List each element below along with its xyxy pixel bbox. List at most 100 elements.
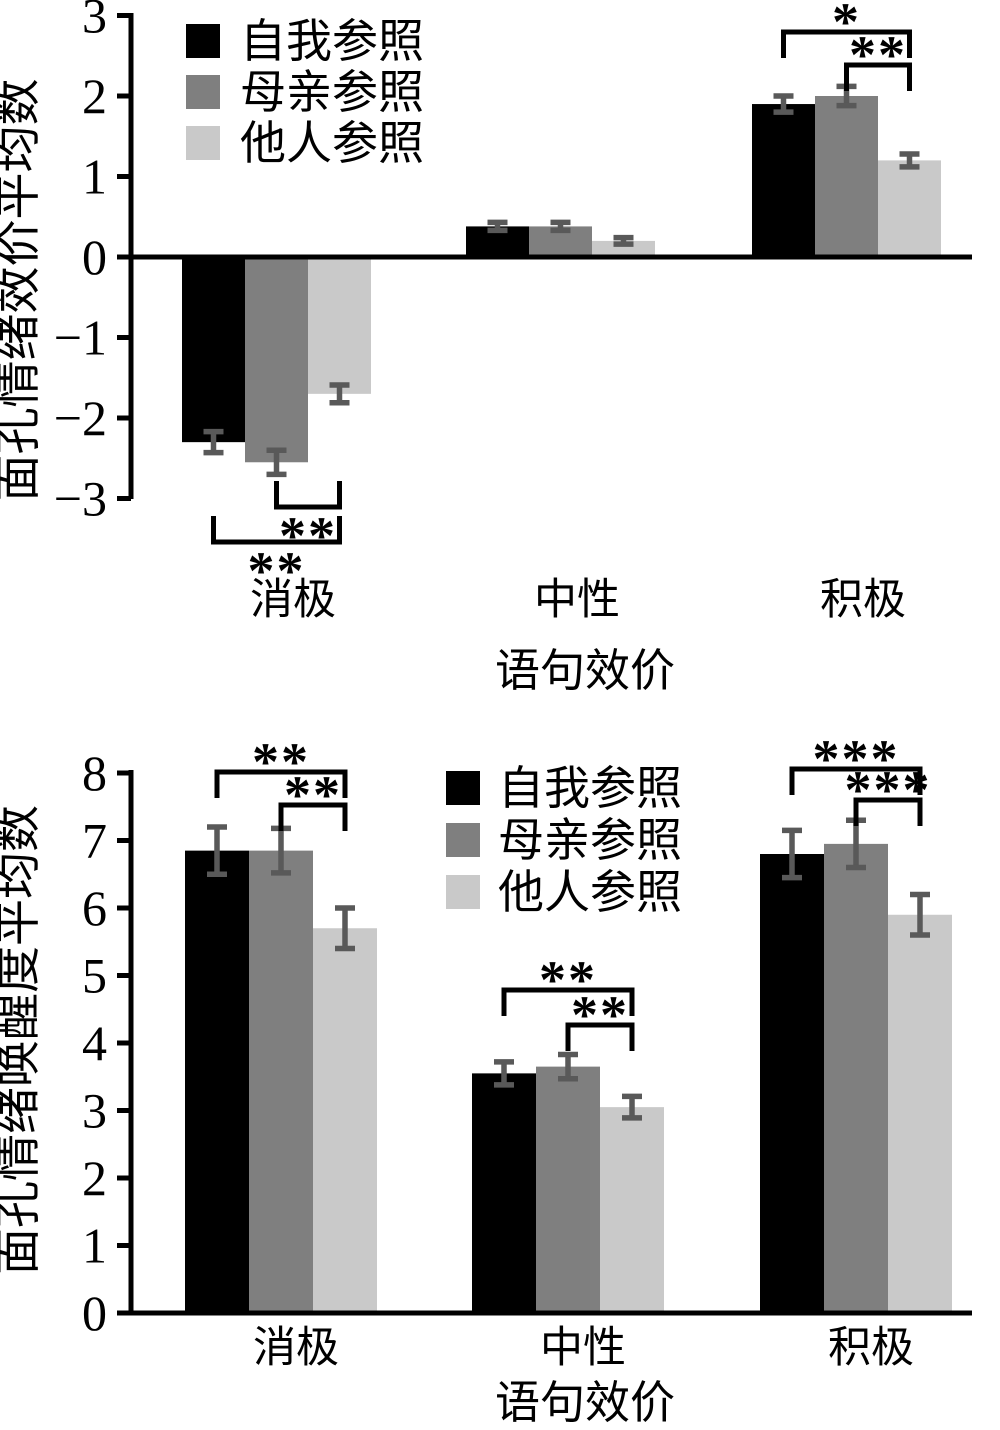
legend-item: 母亲参照: [186, 67, 424, 118]
legend-swatch: [186, 126, 220, 160]
error-bar: [266, 447, 287, 478]
y-tick-label: 0: [82, 229, 107, 285]
bar-母亲参照-积极: [824, 843, 888, 1313]
x-axis-title: 语句效价: [495, 646, 675, 696]
y-tick-label: 2: [82, 68, 107, 124]
y-tick-label: 3: [82, 1083, 107, 1139]
error-bar: [494, 1059, 514, 1088]
error-bar: [558, 1051, 578, 1082]
y-tick-label: 6: [82, 880, 107, 936]
bar-自我参照-中性: [472, 1073, 536, 1313]
bar-自我参照-消极: [182, 257, 245, 443]
legend-label: 自我参照: [498, 763, 682, 814]
legend-swatch: [446, 771, 480, 805]
bar-他人参照-消极: [308, 257, 371, 394]
significance-bracket: [789, 766, 923, 795]
y-tick-label: 0: [82, 1285, 107, 1341]
significance-bracket: [781, 29, 912, 58]
error-bar: [335, 905, 355, 952]
significance-stars: ***: [845, 760, 932, 820]
error-bar: [487, 219, 508, 234]
legend-swatch: [186, 24, 220, 58]
significance-stars: ***: [813, 729, 900, 789]
error-bar: [773, 93, 794, 115]
y-tick-label: 5: [82, 948, 107, 1004]
bar-母亲参照-消极: [245, 257, 308, 463]
y-tick-label: 4: [82, 1015, 107, 1071]
significance-stars: **: [252, 732, 310, 792]
significance-stars: **: [849, 25, 907, 85]
x-axis-title: 语句效价: [495, 1378, 675, 1428]
legend-item: 他人参照: [186, 118, 424, 169]
bar-自我参照-积极: [752, 104, 815, 257]
error-bar: [910, 891, 930, 938]
significance-stars: **: [539, 950, 597, 1010]
bar-母亲参照-积极: [815, 96, 878, 257]
x-category-label: 消极: [253, 1325, 339, 1372]
error-bar: [622, 1093, 642, 1121]
y-tick-label: 2: [82, 1150, 107, 1206]
legend-label: 母亲参照: [240, 67, 424, 118]
legend-label: 母亲参照: [498, 815, 682, 866]
significance-bracket: [278, 802, 348, 831]
x-category-label: 中性: [534, 577, 620, 624]
bar-母亲参照-中性: [536, 1066, 600, 1313]
significance-bracket: [844, 62, 912, 91]
legend-swatch: [446, 875, 480, 909]
bar-他人参照-中性: [592, 240, 655, 257]
y-axis-title: 面孔情绪效价平均数: [0, 79, 45, 502]
y-tick-label: −1: [54, 310, 107, 366]
error-bar: [782, 827, 802, 881]
y-tick-label: −2: [54, 390, 107, 446]
x-category-label: 消极: [250, 577, 336, 624]
significance-bracket: [211, 516, 342, 545]
legend-label: 他人参照: [498, 867, 682, 918]
error-bar: [329, 382, 350, 406]
bar-他人参照-消极: [313, 928, 377, 1313]
legend-swatch: [186, 75, 220, 109]
y-axis: [117, 13, 134, 501]
error-bar: [613, 234, 634, 247]
legend-item: 自我参照: [186, 16, 424, 67]
bar-他人参照-积极: [878, 160, 941, 257]
significance-bracket: [501, 987, 635, 1016]
legend-item: 母亲参照: [446, 815, 682, 866]
x-category-label: 中性: [540, 1325, 626, 1372]
y-tick-label: 8: [82, 745, 107, 801]
significance-stars: **: [571, 985, 629, 1045]
significance-bracket: [274, 481, 342, 510]
legend-swatch: [446, 823, 480, 857]
error-bar: [550, 219, 571, 234]
bar-自我参照-消极: [185, 850, 249, 1313]
significance-bracket: [853, 797, 923, 826]
x-category-label: 积极: [828, 1325, 914, 1372]
y-tick-label: 1: [82, 149, 107, 205]
y-axis: [117, 770, 134, 1316]
bar-他人参照-中性: [600, 1107, 664, 1313]
error-bar: [207, 824, 227, 877]
legend-item: 自我参照: [446, 763, 682, 814]
y-tick-label: 1: [82, 1218, 107, 1274]
significance-bracket: [565, 1022, 635, 1051]
error-bar: [899, 151, 920, 170]
legend-label: 自我参照: [240, 16, 424, 67]
bar-母亲参照-消极: [249, 850, 313, 1313]
significance-stars: *: [832, 0, 861, 52]
y-tick-label: −3: [54, 471, 107, 527]
bar-自我参照-积极: [760, 854, 824, 1313]
arousal-chart: 876543210**************自我参照母亲参照他人参照消极 中性积…: [0, 729, 972, 1428]
legend-item: 他人参照: [446, 867, 682, 918]
legend-label: 他人参照: [240, 118, 424, 169]
x-category-label: 积极: [820, 577, 906, 624]
significance-stars: **: [284, 765, 342, 825]
error-bar: [203, 428, 224, 456]
y-axis-title: 面孔情绪唤醒度平均数: [0, 805, 45, 1275]
bar-他人参照-积极: [888, 914, 952, 1313]
significance-stars: **: [279, 506, 337, 566]
significance-stars: **: [248, 541, 306, 601]
